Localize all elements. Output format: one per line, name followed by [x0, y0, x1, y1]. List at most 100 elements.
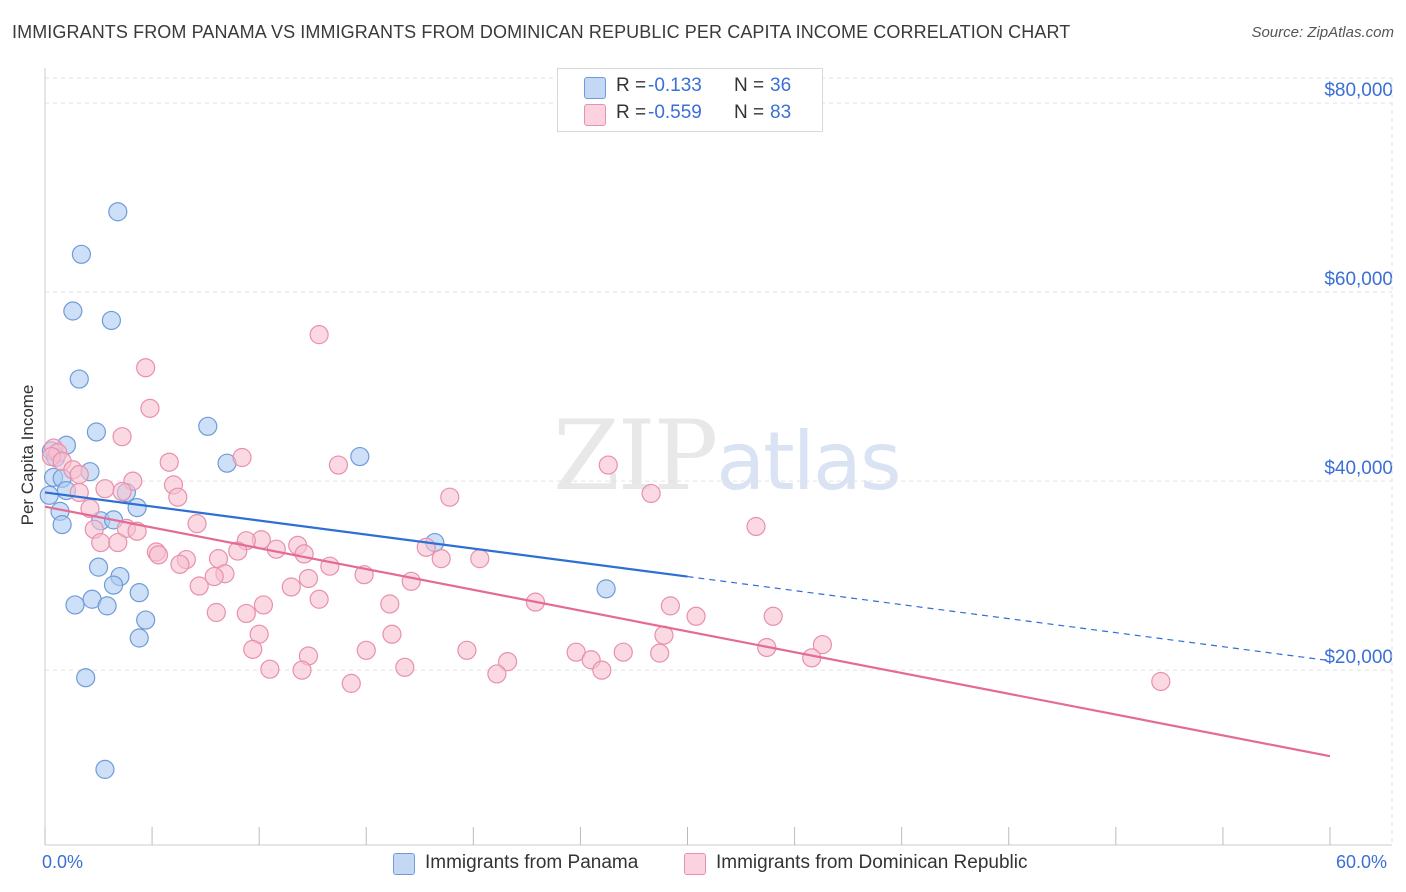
panama-point	[39, 485, 59, 505]
panama-point	[127, 497, 147, 518]
bottom-legend-label-dominican: Immigrants from Dominican Republic	[716, 852, 1028, 873]
dominican-point	[136, 358, 156, 378]
dominican-point	[431, 549, 451, 569]
panama-point	[52, 515, 72, 535]
dominican-point	[148, 545, 169, 565]
legend-r-value: -0.559	[648, 102, 702, 123]
dominican-point	[281, 577, 301, 597]
dominican-point	[80, 498, 100, 519]
legend-n-value: 36	[770, 75, 792, 96]
panama-point	[65, 595, 85, 615]
panama-trend-line	[44, 491, 688, 578]
dominican-point	[382, 624, 402, 644]
dominican-point	[470, 549, 490, 569]
panama-point	[76, 668, 96, 688]
panama-point	[108, 202, 128, 222]
watermark-zip: ZIP	[553, 400, 718, 512]
dominican-point	[812, 635, 833, 655]
correlation-legend: R = -0.133 N = 36 R = -0.559 N = 83	[557, 68, 823, 132]
panama-point	[63, 301, 83, 321]
dominican-point	[140, 398, 160, 418]
legend-r-label: R =	[616, 102, 647, 123]
panama-point	[86, 422, 107, 442]
dominican-point	[763, 606, 783, 626]
dominican-point	[228, 541, 248, 561]
panama-point	[95, 759, 115, 779]
dominican-point	[498, 652, 518, 672]
dominican-point	[650, 643, 670, 663]
dominican-point	[341, 673, 361, 693]
panama-point	[136, 610, 156, 630]
dominican-point	[487, 664, 507, 684]
panama-point	[596, 579, 616, 599]
dominican-point	[401, 571, 421, 591]
dominican-point	[457, 640, 477, 660]
dominican-point	[566, 642, 586, 662]
dominican-point	[440, 487, 460, 507]
watermark-atlas: atlas	[716, 415, 901, 508]
legend-r-label: R =	[616, 75, 647, 96]
panama-point	[129, 583, 149, 603]
dominican-point	[95, 479, 115, 499]
dominican-point	[232, 447, 252, 468]
dominican-point	[187, 514, 207, 534]
x-tick-label-max: 60.0%	[1336, 852, 1388, 872]
dominican-point	[802, 648, 822, 668]
dominican-point	[168, 487, 188, 507]
x-tick-label-min: 0.0%	[42, 852, 84, 872]
dominican-point	[260, 659, 280, 679]
dominican-point	[112, 481, 132, 502]
dominican-point	[266, 539, 286, 559]
dominican-point	[69, 464, 89, 485]
dominican-point	[112, 427, 132, 447]
y-axis-label: Per Capita Income	[18, 384, 37, 526]
dominican-point	[356, 640, 376, 660]
legend-n-label: N =	[734, 102, 765, 123]
dominican-point	[1151, 671, 1171, 692]
panama-point	[129, 628, 149, 648]
dominican-point	[746, 516, 766, 537]
panama-point	[101, 310, 121, 331]
dominican-point	[91, 532, 111, 553]
chart-title: IMMIGRANTS FROM PANAMA VS IMMIGRANTS FRO…	[12, 22, 1071, 42]
dominican-point	[294, 544, 314, 564]
legend-r-value: -0.133	[648, 75, 702, 96]
dominican-point	[292, 660, 312, 680]
legend-swatch-dominican	[584, 104, 606, 126]
y-tick-label: $80,000	[1324, 80, 1393, 101]
dominican-point	[641, 483, 661, 504]
dominican-point	[236, 603, 256, 624]
dominican-point	[598, 455, 618, 475]
dominican-point	[127, 521, 147, 541]
dominican-point	[253, 595, 274, 615]
bottom-legend-swatch-panama	[393, 853, 415, 875]
dominican-point	[108, 532, 128, 553]
dominican-point	[660, 596, 680, 616]
dominican-point	[206, 602, 226, 623]
dominican-point	[243, 639, 263, 659]
y-tick-label: $40,000	[1324, 458, 1393, 479]
bottom-legend-label-panama: Immigrants from Panama	[425, 852, 639, 873]
panama-point	[198, 416, 218, 436]
dominican-point	[298, 568, 319, 589]
panama-trend-extension	[687, 575, 1331, 662]
dominican-point	[159, 452, 179, 472]
y-tick-label: $60,000	[1324, 269, 1393, 290]
panama-point	[97, 596, 117, 616]
legend-swatch-panama	[584, 77, 606, 99]
legend-n-label: N =	[734, 75, 765, 96]
dominican-point	[204, 566, 224, 587]
dominican-trend-line	[44, 505, 1331, 758]
dominican-point	[328, 455, 349, 475]
bottom-legend-swatch-dominican	[684, 853, 706, 875]
y-tick-label: $20,000	[1324, 647, 1393, 668]
panama-point	[350, 446, 370, 467]
dominican-point	[309, 325, 329, 345]
panama-point	[69, 369, 89, 389]
dominican-point	[380, 594, 400, 614]
dominican-point	[170, 554, 190, 574]
panama-point	[71, 244, 92, 264]
dominican-point	[395, 657, 415, 677]
dominican-point	[686, 606, 706, 626]
